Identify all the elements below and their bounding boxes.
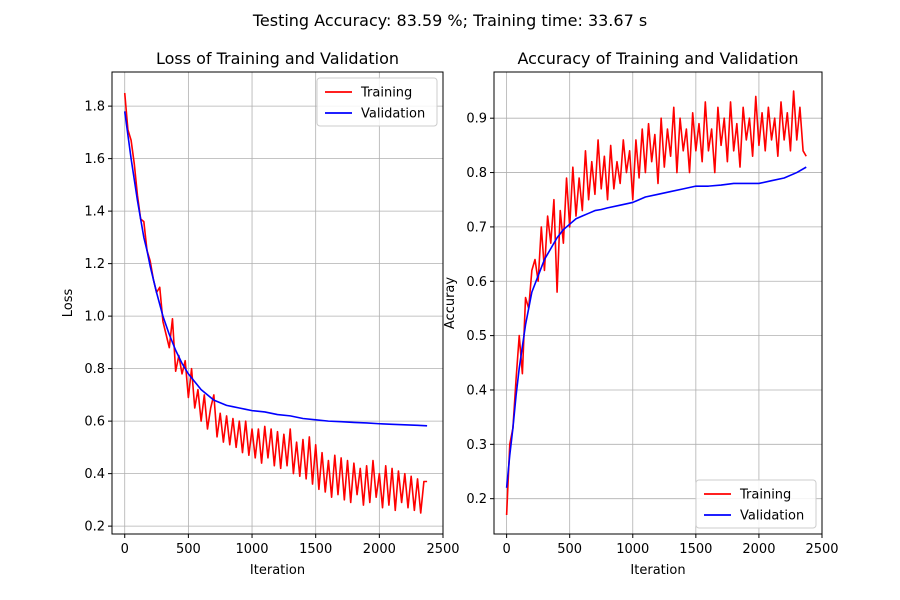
- legend-box: [316, 77, 438, 127]
- y-tick-label: 0.6: [84, 415, 105, 430]
- figure-suptitle: Testing Accuracy: 83.59 %; Training time…: [252, 11, 647, 30]
- legend: Training Validation: [695, 479, 817, 529]
- legend-label-training: Training: [360, 86, 412, 101]
- y-axis-label: Loss: [61, 289, 76, 318]
- plot-frame: [493, 71, 823, 535]
- series-line-validation: [123, 111, 428, 427]
- y-tick-label: 1.6: [84, 152, 105, 167]
- y-tick-label: 0.9: [466, 112, 487, 127]
- series-line-training: [505, 90, 807, 516]
- x-tick-label: 2500: [426, 542, 459, 557]
- x-tick-label: 0: [121, 542, 129, 557]
- y-tick-label: 0.8: [466, 166, 487, 181]
- series-line-validation: [505, 166, 807, 488]
- y-tick-label: 1.0: [84, 310, 105, 325]
- series-line-training: [123, 92, 428, 514]
- y-tick-label: 0.6: [466, 275, 487, 290]
- y-tick-label: 0.3: [466, 438, 487, 453]
- x-tick-label: 2000: [742, 542, 775, 557]
- x-tick-label: 500: [176, 542, 201, 557]
- x-tick-label: 1500: [679, 542, 712, 557]
- x-tick-label: 0: [502, 542, 510, 557]
- y-tick-label: 0.4: [84, 467, 105, 482]
- y-tick-label: 0.2: [84, 520, 105, 535]
- legend-label-validation: Validation: [740, 509, 804, 524]
- x-axis-label: Iteration: [250, 563, 305, 578]
- y-tick-label: 0.7: [466, 220, 487, 235]
- chart-panel-2: 0 500 1000 1500 2000 2500 0.2 0.3 0.4 0.5 0.6 0.7 0.…: [443, 49, 839, 578]
- legend: Training Validation: [316, 77, 438, 127]
- x-tick-label: 500: [557, 542, 582, 557]
- y-axis-label: Accuray: [443, 277, 458, 330]
- chart-panel-1: 0 500 1000 1500 2000 2500 0.2 0.4 0.6 0.8 1.0 1.2 1.…: [61, 49, 460, 578]
- x-tick-label: 1500: [299, 542, 332, 557]
- chart-title: Accuracy of Training and Validation: [517, 49, 798, 68]
- x-tick-label: 1000: [616, 542, 649, 557]
- x-axis-label: Iteration: [630, 563, 685, 578]
- legend-box: [695, 479, 817, 529]
- legend-label-validation: Validation: [361, 107, 425, 122]
- x-tick-label: 2000: [363, 542, 396, 557]
- legend-label-training: Training: [739, 488, 791, 503]
- plot-frame: [111, 71, 444, 535]
- y-tick-label: 1.2: [84, 257, 105, 272]
- y-tick-label: 0.8: [84, 362, 105, 377]
- y-tick-label: 0.2: [466, 492, 487, 507]
- y-tick-label: 0.5: [466, 329, 487, 344]
- y-tick-label: 1.4: [84, 205, 105, 220]
- x-tick-label: 1000: [235, 542, 268, 557]
- y-tick-label: 0.4: [466, 383, 487, 398]
- x-tick-label: 2500: [805, 542, 838, 557]
- chart-title: Loss of Training and Validation: [156, 49, 399, 68]
- y-tick-label: 1.8: [84, 100, 105, 115]
